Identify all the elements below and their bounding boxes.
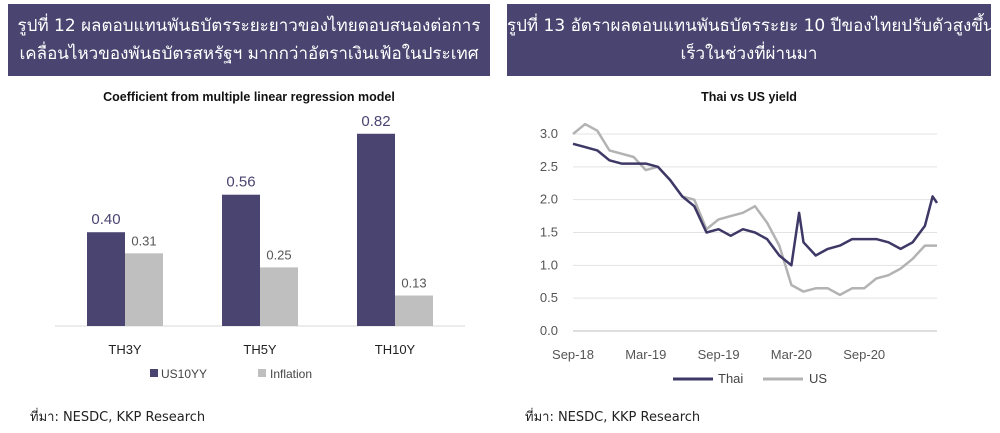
legend-label-inflation: Inflation (270, 367, 312, 381)
series-line-us (572, 122, 937, 297)
bar-chart: 0.40 0.31 TH3Y 0.56 0.25 TH5Y 0.82 0.13 TH10Y US1… (55, 113, 465, 381)
x-tick-label: TH3Y (108, 342, 142, 357)
data-label-inflation-th3y: 0.31 (131, 233, 156, 248)
line-chart-title: Thai vs US yield (701, 90, 797, 104)
data-label-us10yy-th3y: 0.40 (91, 211, 120, 228)
x-tick-label: Sep-20 (843, 347, 885, 362)
left-banner: รูปที่ 12 ผลตอบแทนพันธบัตรระยะยาวของไทยต… (8, 4, 490, 76)
legend-swatch-inflation (258, 369, 266, 377)
bar-inflation-th3y (125, 253, 163, 326)
right-banner: รูปที่ 13 อัตราผลตอบแทนพันธบัตรระยะ 10 ป… (507, 4, 995, 76)
bar-us10yy-th5y (222, 194, 260, 326)
y-tick-label: 1.0 (540, 257, 558, 272)
x-tick-label: Sep-19 (698, 347, 740, 362)
y-tick-label: 0.0 (540, 323, 558, 338)
left-source: ที่มา: NESDC, KKP Research (30, 410, 206, 425)
bar-inflation-th10y (395, 295, 433, 326)
x-tick-label: Mar-20 (771, 347, 812, 362)
data-label-inflation-th10y: 0.13 (401, 276, 426, 291)
right-banner-line2: เร็วในช่วงที่ผ่านมา (680, 44, 818, 64)
x-tick-label: Mar-19 (625, 347, 666, 362)
y-tick-label: 3.0 (540, 126, 558, 141)
line-chart: 0.0 0.5 1.0 1.5 2.0 2.5 3.0 Sep-18 Mar-19 Sep-19 M… (540, 122, 939, 386)
right-source: ที่มา: NESDC, KKP Research (525, 410, 701, 425)
y-tick-label: 2.5 (540, 159, 558, 174)
legend-swatch-us10yy (150, 369, 158, 377)
y-tick-label: 0.5 (540, 290, 558, 305)
bar-us10yy-th3y (87, 232, 125, 326)
x-tick-label: TH10Y (375, 342, 416, 357)
bar-inflation-th5y (260, 267, 298, 326)
left-banner-line1: รูปที่ 12 ผลตอบแทนพันธบัตรระยะยาวของไทยต… (17, 16, 481, 36)
legend-label-us10yy: US10YY (161, 367, 207, 381)
left-banner-line2: เคลื่อนไหวของพันธบัตรสหรัฐฯ มากกว่าอัตรา… (19, 44, 479, 64)
right-banner-line1: รูปที่ 13 อัตราผลตอบแทนพันธบัตรระยะ 10 ป… (507, 16, 995, 36)
x-tick-label: Sep-18 (552, 347, 594, 362)
data-label-inflation-th5y: 0.25 (266, 247, 291, 262)
y-tick-label: 2.0 (540, 192, 558, 207)
data-label-us10yy-th10y: 0.82 (361, 113, 390, 130)
series-line-thai (572, 142, 939, 267)
bar-us10yy-th10y (357, 133, 395, 326)
data-label-us10yy-th5y: 0.56 (226, 174, 255, 191)
legend-label-thai: Thai (718, 371, 743, 386)
legend-label-us: US (809, 371, 827, 386)
x-tick-label: TH5Y (243, 342, 277, 357)
y-tick-label: 1.5 (540, 225, 558, 240)
bar-chart-title: Coefficient from multiple linear regress… (103, 90, 395, 104)
